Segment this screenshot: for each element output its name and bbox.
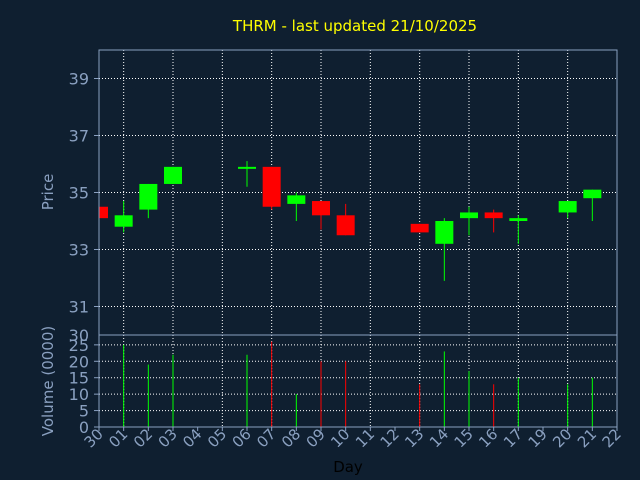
candle-body-06: [238, 166, 256, 169]
day-tick-label: 21: [574, 425, 600, 451]
day-tick-label: 17: [500, 425, 526, 451]
day-tick-label: 06: [229, 425, 255, 451]
day-tick-label: 10: [327, 425, 353, 451]
candle-body-08: [287, 195, 306, 204]
volume-tick-label: 5: [79, 402, 89, 421]
day-tick-label: 19: [525, 425, 551, 451]
candle-body-09: [312, 201, 330, 216]
day-tick-label: 20: [549, 425, 575, 451]
volume-tick-label: 10: [69, 385, 89, 404]
day-tick-label: 04: [179, 425, 205, 451]
day-tick-label: 08: [278, 425, 304, 451]
candle-body-01: [114, 215, 133, 227]
price-tick-label: 37: [69, 127, 89, 146]
candle-body-03: [164, 166, 182, 184]
candles: [98, 161, 602, 427]
day-tick-label: 07: [253, 425, 279, 451]
volume-tick-label: 20: [69, 352, 89, 371]
day-axis-label: Day: [333, 458, 363, 476]
axes: 3133353739300510152025300102030405060708…: [69, 49, 625, 451]
day-tick-label: 09: [303, 425, 329, 451]
candle-body-07: [262, 166, 281, 207]
candle-body-14: [435, 221, 454, 244]
price-tick-label: 33: [69, 241, 89, 260]
candle-body-16: [484, 212, 503, 219]
candle-body-15: [460, 212, 478, 219]
price-axis-label: Price: [39, 174, 57, 211]
volume-tick-label: 25: [69, 336, 89, 355]
price-tick-label: 30: [69, 326, 89, 345]
volume-tick-label: 0: [79, 418, 89, 437]
day-tick-label: 03: [155, 425, 181, 451]
price-tick-label: 35: [69, 184, 89, 203]
volume-frame: [98, 334, 618, 428]
day-tick-label: 12: [377, 425, 403, 451]
day-tick-label: 15: [451, 425, 477, 451]
candle-body-17: [509, 218, 528, 221]
candle-body-20: [558, 201, 577, 213]
day-tick-label: 05: [204, 425, 230, 451]
candle-body-21: [583, 189, 602, 199]
day-tick-label: 02: [130, 425, 156, 451]
candle-body-13: [410, 223, 429, 233]
day-tick-label: 13: [401, 425, 427, 451]
day-tick-label: 16: [475, 425, 501, 451]
volume-axis-label: Volume (0000): [39, 326, 57, 436]
price-tick-label: 31: [69, 298, 89, 317]
candle-body-30: [99, 206, 108, 219]
chart-title: THRM - last updated 21/10/2025: [232, 17, 477, 35]
day-tick-label: 22: [599, 425, 625, 451]
day-tick-label: 11: [352, 425, 378, 451]
volume-tick-label: 15: [69, 369, 89, 388]
grid: [99, 50, 618, 427]
day-tick-label: 01: [105, 425, 131, 451]
candle-body-02: [139, 183, 158, 210]
price-tick-label: 39: [69, 70, 89, 89]
day-tick-label: 14: [426, 425, 452, 451]
candle-body-10: [336, 215, 355, 236]
